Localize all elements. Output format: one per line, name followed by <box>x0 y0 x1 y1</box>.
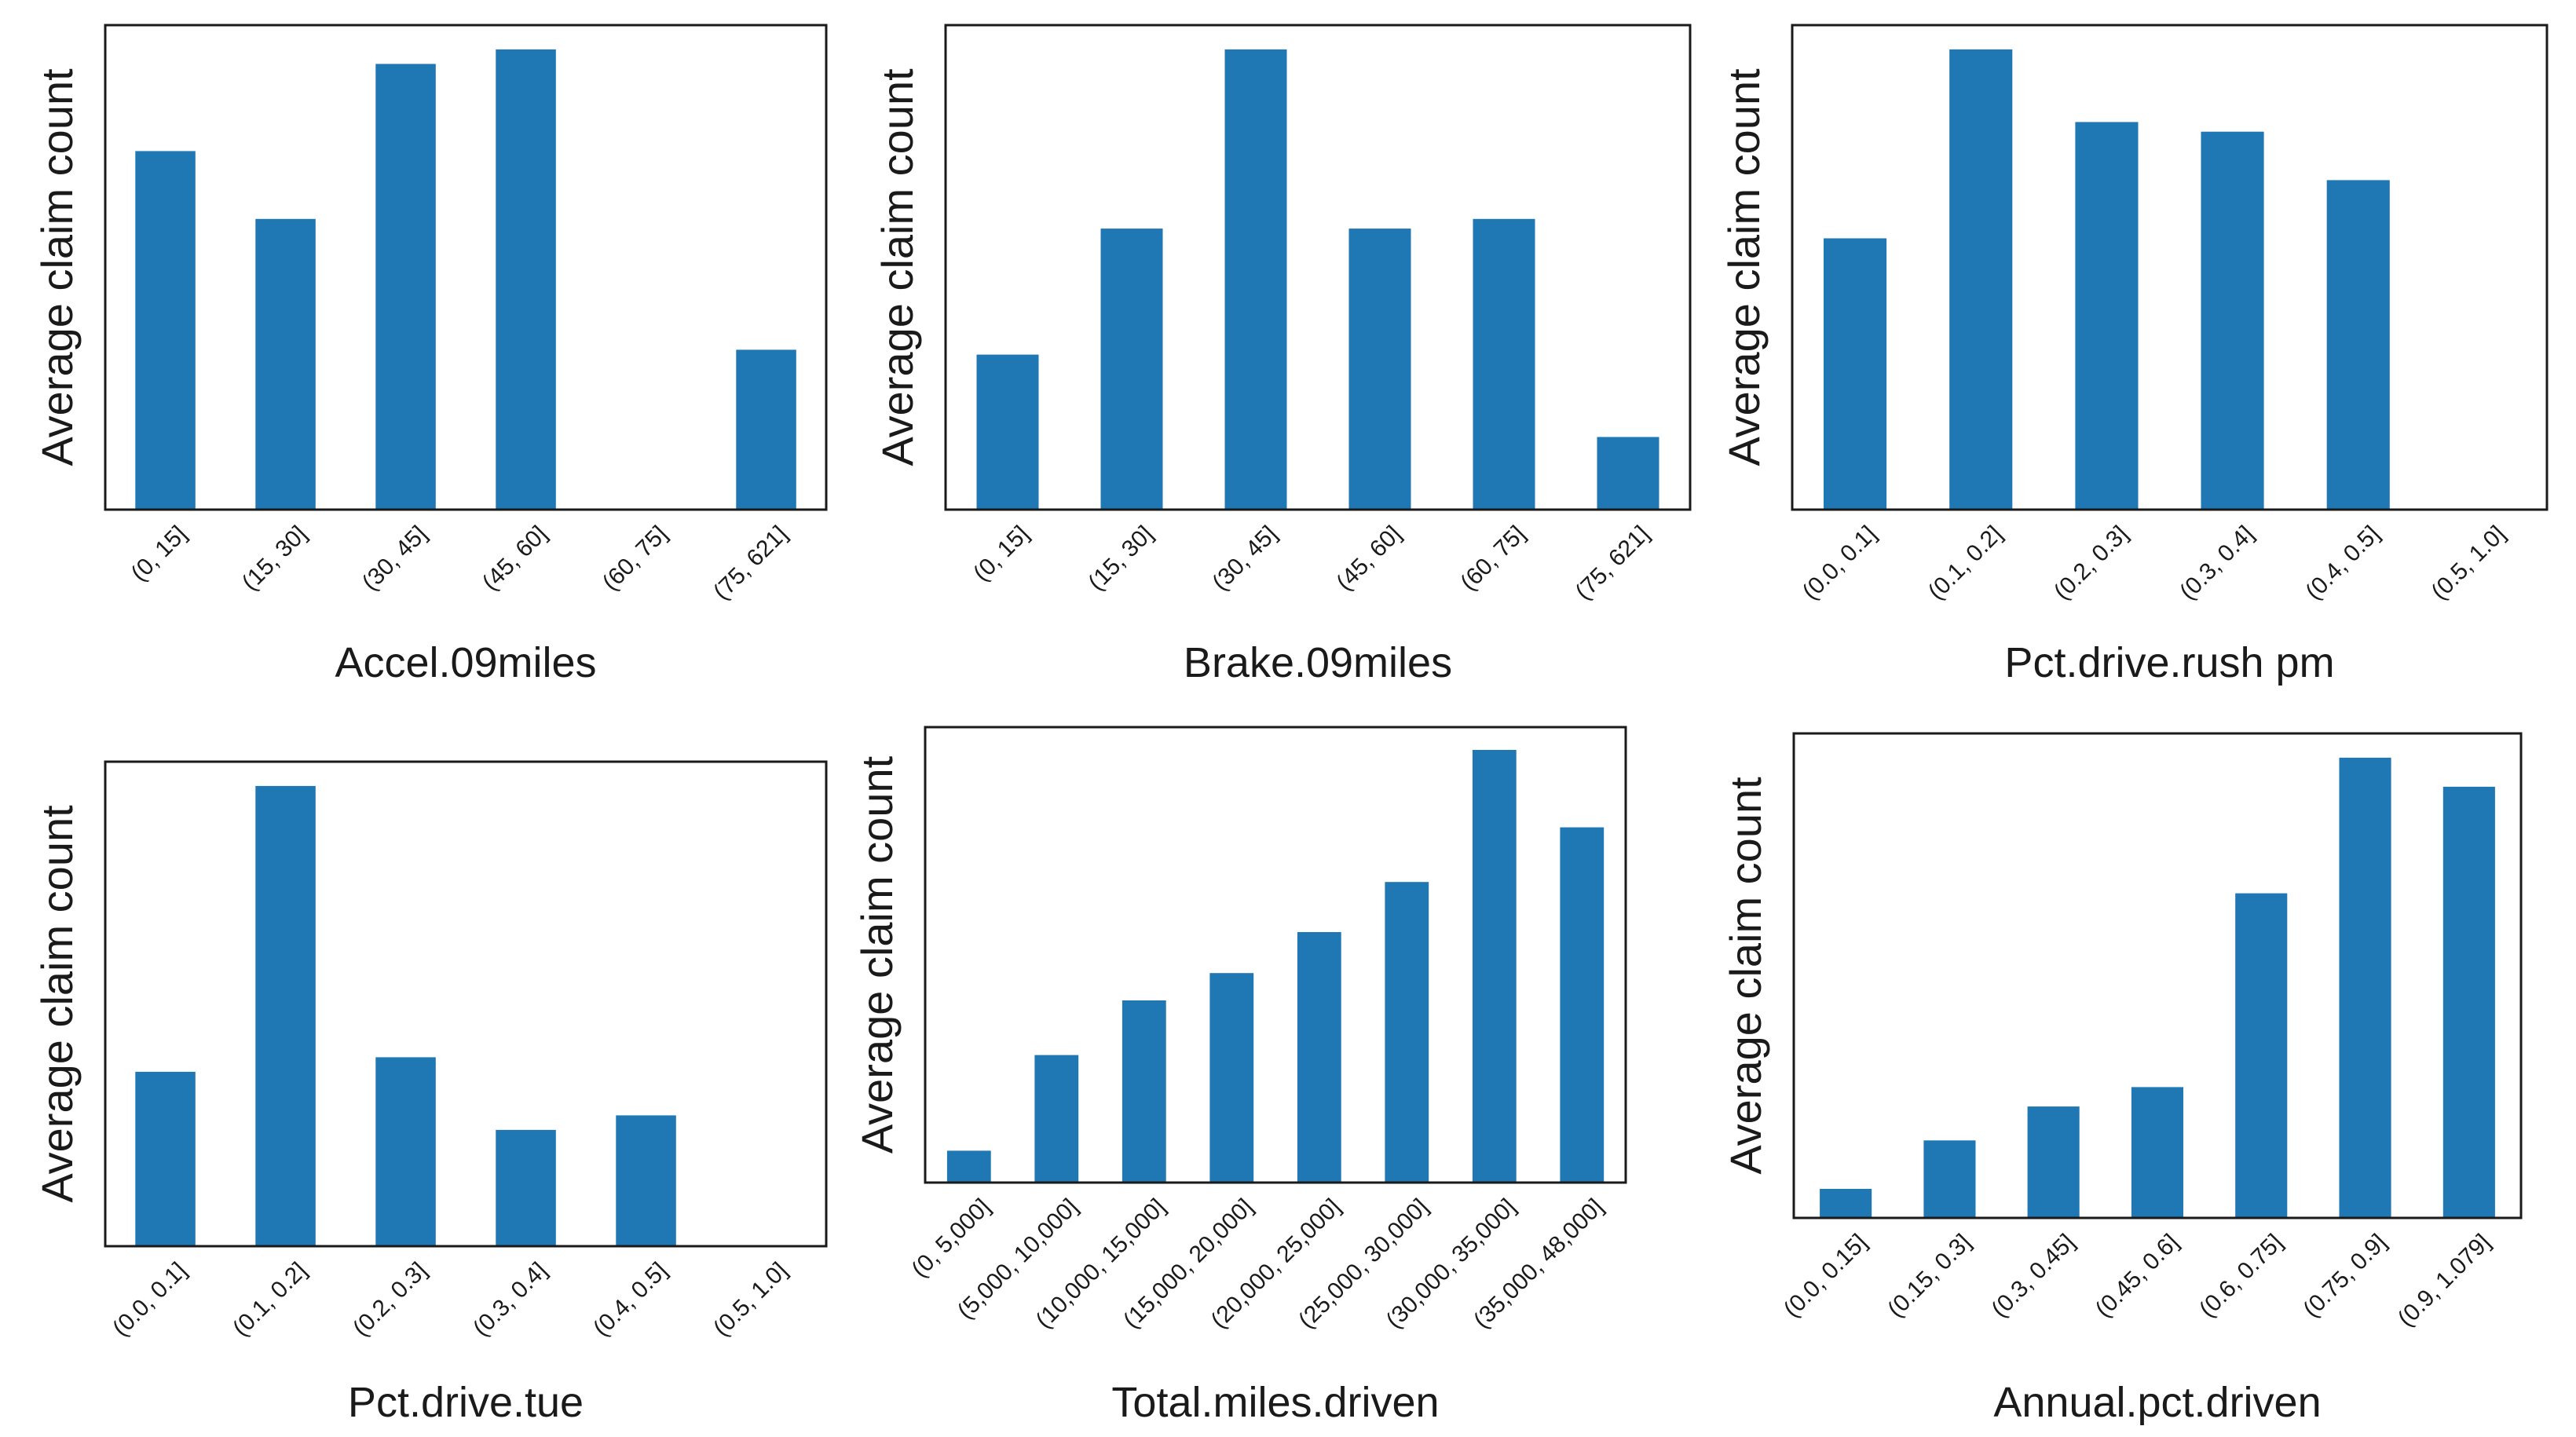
bar-5 <box>616 1115 676 1246</box>
x-tick-label: (0, 15] <box>126 521 192 586</box>
x-tick-label: (0.3, 0.4] <box>2175 521 2259 605</box>
bar-6 <box>2339 757 2391 1218</box>
bar-3 <box>375 64 436 510</box>
y-axis-title: Average claim count <box>32 805 82 1203</box>
bar-7 <box>2442 786 2495 1218</box>
bar-5 <box>2235 893 2288 1218</box>
bar-6 <box>1597 437 1659 510</box>
x-tick-label: (0.6, 0.75] <box>2194 1229 2288 1322</box>
x-axis-title: Accel.09miles <box>335 639 596 686</box>
bar-2 <box>255 218 316 510</box>
x-tick-label: (0.45, 0.6] <box>2091 1229 2184 1322</box>
x-tick-label: (0.5, 1.0] <box>708 1257 792 1341</box>
bar-4 <box>2201 131 2264 510</box>
bar-6 <box>736 349 796 510</box>
x-tick-label: (0, 15] <box>968 521 1034 586</box>
x-tick-label: (0.2, 0.3] <box>2049 521 2133 605</box>
subplot-1: (0, 15] (15, 30] (30, 45] (45, 60] (60, 75] (… <box>32 24 828 686</box>
x-tick-label: (45, 60] <box>1331 521 1406 595</box>
bar-3 <box>1224 49 1287 510</box>
y-axis-title: Average claim count <box>1719 68 1769 466</box>
plot-frame <box>924 726 1627 1184</box>
subplot-6: (0.0, 0.15] (0.15, 0.3] (0.3, 0.45] (0.45, … <box>1721 732 2523 1426</box>
bar-1 <box>1820 1189 1872 1218</box>
x-tick-label: (0.2, 0.3] <box>348 1257 432 1341</box>
y-axis-title: Average claim count <box>873 68 922 466</box>
x-tick-label: (0.4, 0.5] <box>2300 521 2384 605</box>
x-tick-label: (0.15, 0.3] <box>1883 1229 1976 1322</box>
bar-7 <box>1472 750 1517 1183</box>
x-tick-label: (30, 45] <box>1207 521 1282 595</box>
bar-3 <box>2027 1106 2080 1218</box>
x-axis-title: Pct.drive.rush pm <box>2004 639 2334 686</box>
bar-3 <box>2075 122 2139 510</box>
bar-4 <box>1348 229 1411 510</box>
subplot-5: (0, 5,000](5,000, 10,000](10,000, 15,000… <box>852 726 1627 1426</box>
bar-5 <box>1297 932 1341 1183</box>
subplot-2: (0, 15] (15, 30] (30, 45] (45, 60] (60, 75] (… <box>873 24 1692 686</box>
x-axis-title: Brake.09miles <box>1184 639 1452 686</box>
x-tick-label: (0.0, 0.15] <box>1779 1229 1872 1322</box>
x-axis-title: Total.miles.driven <box>1111 1379 1439 1426</box>
y-axis-title: Average claim count <box>32 68 82 466</box>
x-tick-label: (15, 30] <box>237 521 312 595</box>
bar-6 <box>1385 882 1429 1183</box>
bar-4 <box>496 49 556 510</box>
x-tick-label: (0.5, 1.0] <box>2426 521 2510 605</box>
bar-3 <box>375 1057 436 1246</box>
x-tick-label: (15, 30] <box>1083 521 1158 595</box>
plot-frame <box>104 760 828 1248</box>
x-tick-label: (0.1, 0.2] <box>1923 521 2007 605</box>
bar-1 <box>135 1071 196 1246</box>
plot-frame <box>1791 24 2549 511</box>
x-tick-label: (0.75, 0.9] <box>2298 1229 2391 1322</box>
plot-frame <box>104 24 828 511</box>
bar-2 <box>1034 1055 1079 1183</box>
x-tick-label: (30, 45] <box>357 521 432 595</box>
x-axis-title: Annual.pct.driven <box>1993 1379 2321 1426</box>
subplot-4: (0.0, 0.1] (0.1, 0.2] (0.2, 0.3] (0.3, 0.4]… <box>32 760 828 1426</box>
x-tick-label: (0.9, 1.079] <box>2393 1229 2496 1332</box>
plot-frame <box>1792 732 2523 1219</box>
x-tick-label: (0.3, 0.4] <box>468 1257 552 1341</box>
bar-2 <box>255 785 316 1246</box>
bar-1 <box>946 1150 991 1183</box>
bar-5 <box>2326 180 2390 510</box>
x-axis-title: Pct.drive.tue <box>348 1379 584 1426</box>
x-tick-label: (60, 75] <box>1455 521 1530 595</box>
y-axis-title: Average claim count <box>852 755 902 1154</box>
bar-4 <box>496 1129 556 1246</box>
x-tick-label: (60, 75] <box>598 521 672 595</box>
x-tick-label: (45, 60] <box>478 521 552 595</box>
bar-4 <box>2131 1087 2183 1218</box>
x-tick-label: (0.3, 0.45] <box>1986 1229 2080 1322</box>
bar-2 <box>1923 1140 1976 1218</box>
bar-1 <box>1824 238 1887 510</box>
subplot-3: (0.0, 0.1] (0.1, 0.2] (0.2, 0.3] (0.3, 0.4]… <box>1719 24 2549 686</box>
x-tick-label: (0.4, 0.5] <box>588 1257 672 1341</box>
bar-4 <box>1209 973 1254 1183</box>
x-tick-label: (0.0, 0.1] <box>108 1257 192 1341</box>
bar-2 <box>1100 229 1163 510</box>
bar-1 <box>976 354 1039 510</box>
x-tick-label: (0, 5,000] <box>906 1194 995 1282</box>
bar-5 <box>1473 218 1535 510</box>
y-axis-title: Average claim count <box>1721 777 1770 1175</box>
bar-1 <box>135 151 196 510</box>
bar-8 <box>1560 827 1605 1183</box>
bar-2 <box>1949 49 2013 510</box>
x-tick-label: (0.0, 0.1] <box>1798 521 1882 605</box>
x-tick-label: (75, 621] <box>1571 521 1655 605</box>
x-tick-label: (0.1, 0.2] <box>228 1257 312 1341</box>
plot-frame <box>944 24 1692 511</box>
bar-3 <box>1122 1000 1166 1183</box>
x-tick-label: (75, 621] <box>708 521 792 605</box>
